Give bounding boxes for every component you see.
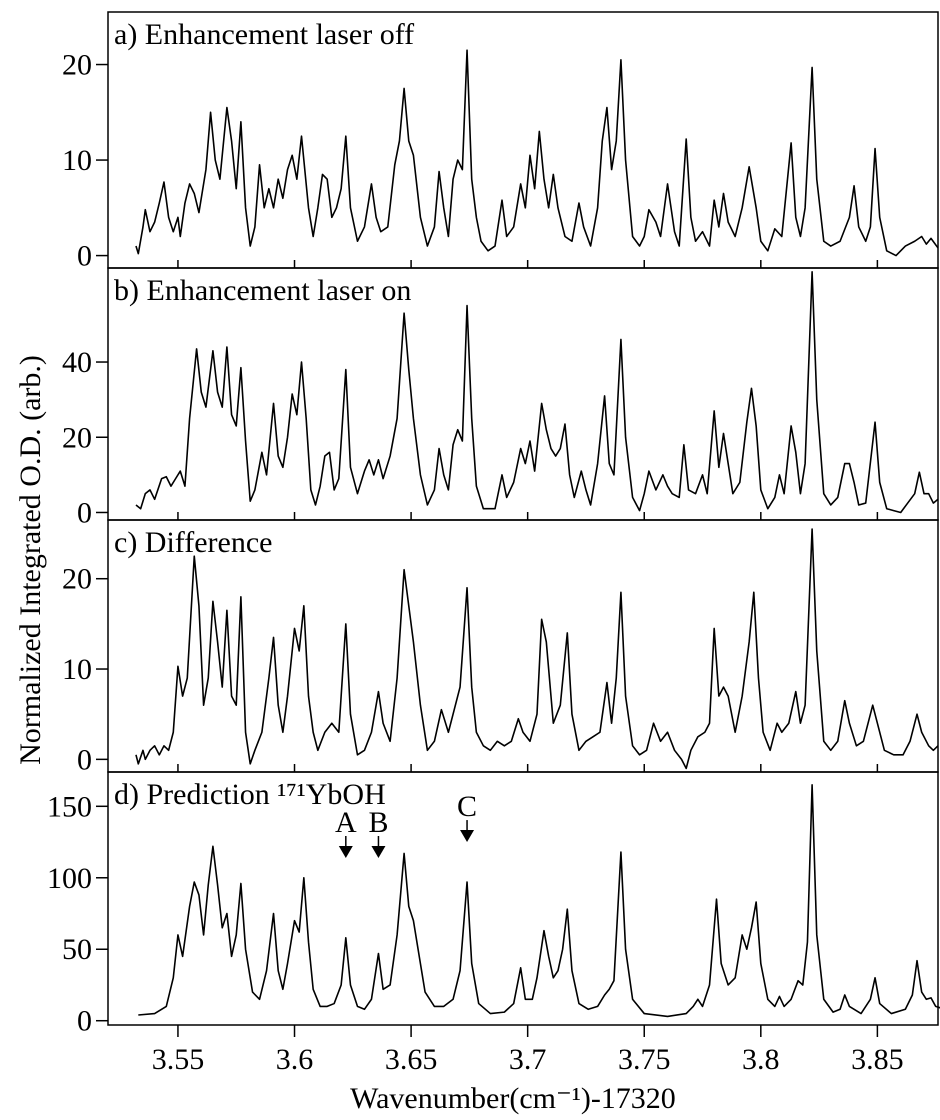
annotation-label: A	[335, 806, 357, 839]
panel-title: d) Prediction ¹⁷¹YbOH	[114, 778, 386, 811]
y-tick-label: 20	[62, 563, 92, 596]
y-tick-label: 10	[62, 144, 92, 177]
panel-title: a) Enhancement laser off	[114, 18, 414, 51]
x-axis-label: Wavenumber(cm⁻¹)-17320	[350, 1082, 676, 1115]
spectrum-line	[135, 49, 939, 257]
x-tick-label: 3.85	[851, 1043, 904, 1076]
annotation-arrow-head	[460, 830, 475, 843]
annotation-label: C	[457, 790, 477, 823]
spectrum-line	[138, 784, 940, 1018]
y-tick-label: 0	[77, 496, 92, 529]
spectrum-line	[135, 528, 939, 770]
y-tick-label: 100	[47, 862, 92, 895]
x-tick-label: 3.55	[152, 1043, 205, 1076]
panel-frame	[107, 771, 939, 1026]
annotation-label: B	[368, 806, 388, 839]
y-tick-label: 150	[47, 790, 92, 823]
panel-title: c) Difference	[114, 526, 273, 559]
y-tick-label: 50	[62, 933, 92, 966]
y-tick-label: 20	[62, 49, 92, 82]
x-tick-label: 3.65	[385, 1043, 438, 1076]
annotation-arrow-head	[338, 846, 353, 858]
annotation-arrow-head	[371, 846, 386, 858]
x-tick-label: 3.75	[618, 1043, 671, 1076]
y-tick-label: 0	[77, 240, 92, 273]
y-tick-label: 20	[62, 421, 92, 454]
x-tick-label: 3.7	[509, 1043, 547, 1076]
spectrum-line	[135, 270, 939, 514]
y-tick-label: 10	[62, 653, 92, 686]
y-tick-label: 0	[77, 743, 92, 776]
y-axis-label: Normalized Integrated O.D. (arb.)	[14, 355, 47, 765]
panel-title: b) Enhancement laser on	[114, 274, 411, 307]
x-tick-label: 3.8	[742, 1043, 780, 1076]
y-tick-label: 40	[62, 346, 92, 379]
x-tick-label: 3.6	[276, 1043, 314, 1076]
y-tick-label: 0	[77, 1005, 92, 1038]
